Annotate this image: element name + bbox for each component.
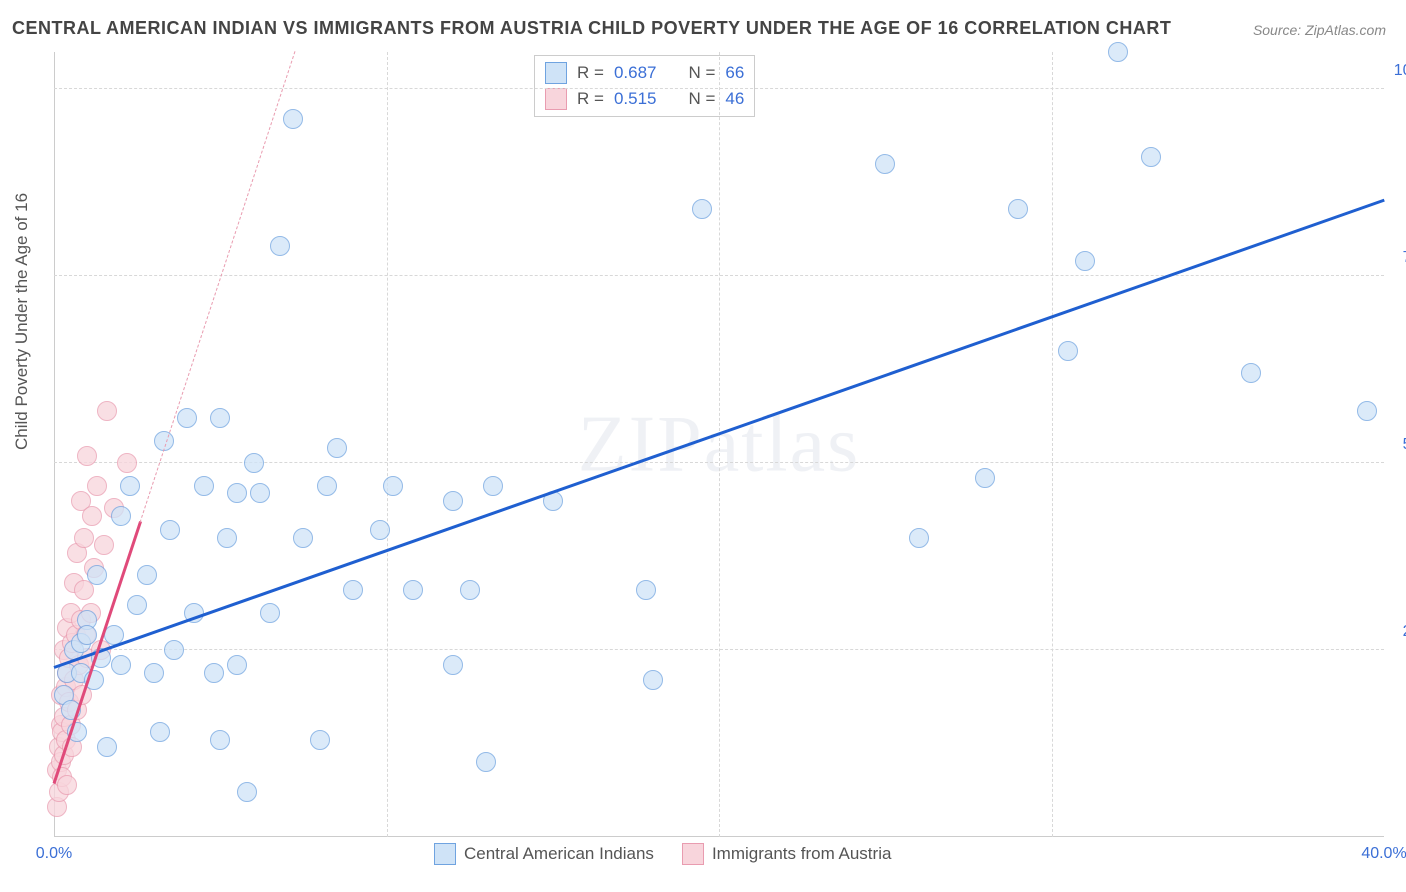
data-point <box>460 580 480 600</box>
data-point <box>343 580 363 600</box>
data-point <box>137 565 157 585</box>
x-tick-label: 40.0% <box>1361 845 1406 863</box>
data-point <box>483 476 503 496</box>
legend-swatch <box>682 843 704 865</box>
y-tick-label: 75.0% <box>1388 249 1406 267</box>
data-point <box>77 625 97 645</box>
trend-line <box>140 51 296 522</box>
legend-swatch <box>545 88 567 110</box>
data-point <box>150 722 170 742</box>
gridline-vertical <box>719 52 720 837</box>
data-point <box>1008 199 1028 219</box>
scatter-plot: ZIPatlas R =0.687N =66R =0.515N =46 Cent… <box>54 52 1384 837</box>
data-point <box>82 506 102 526</box>
legend-item: Central American Indians <box>434 843 654 865</box>
data-point <box>443 655 463 675</box>
data-point <box>293 528 313 548</box>
correlation-legend: R = 0.687 N = 66 R = 0.515 N = 46 <box>534 55 755 117</box>
y-tick-label: 50.0% <box>1388 436 1406 454</box>
legend-swatch <box>434 843 456 865</box>
data-point <box>383 476 403 496</box>
data-point <box>909 528 929 548</box>
data-point <box>111 506 131 526</box>
data-point <box>260 603 280 623</box>
data-point <box>127 595 147 615</box>
data-point <box>87 476 107 496</box>
n-label: N = <box>688 89 715 109</box>
y-tick-label: 25.0% <box>1388 623 1406 641</box>
data-point <box>210 408 230 428</box>
data-point <box>270 236 290 256</box>
y-axis-label: Child Poverty Under the Age of 16 <box>12 193 32 450</box>
data-point <box>370 520 390 540</box>
data-point <box>120 476 140 496</box>
data-point <box>94 535 114 555</box>
legend-row: R = 0.515 N = 46 <box>545 86 744 112</box>
data-point <box>1357 401 1377 421</box>
data-point <box>144 663 164 683</box>
data-point <box>1108 42 1128 62</box>
data-point <box>1075 251 1095 271</box>
data-point <box>117 453 137 473</box>
data-point <box>177 408 197 428</box>
data-point <box>164 640 184 660</box>
data-point <box>57 775 77 795</box>
data-point <box>317 476 337 496</box>
x-tick-label: 0.0% <box>36 845 72 863</box>
gridline-vertical <box>1052 52 1053 837</box>
data-point <box>160 520 180 540</box>
series-legend: Central American Indians Immigrants from … <box>434 843 891 865</box>
data-point <box>244 453 264 473</box>
data-point <box>1058 341 1078 361</box>
data-point <box>227 655 247 675</box>
data-point <box>643 670 663 690</box>
data-point <box>217 528 237 548</box>
data-point <box>636 580 656 600</box>
data-point <box>237 782 257 802</box>
n-label: N = <box>688 63 715 83</box>
r-value: 0.687 <box>614 63 657 83</box>
r-value: 0.515 <box>614 89 657 109</box>
n-value: 66 <box>725 63 744 83</box>
data-point <box>310 730 330 750</box>
data-point <box>403 580 423 600</box>
data-point <box>1141 147 1161 167</box>
data-point <box>250 483 270 503</box>
data-point <box>97 737 117 757</box>
data-point <box>111 655 131 675</box>
data-point <box>692 199 712 219</box>
data-point <box>194 476 214 496</box>
data-point <box>77 446 97 466</box>
data-point <box>204 663 224 683</box>
chart-title: CENTRAL AMERICAN INDIAN VS IMMIGRANTS FR… <box>12 18 1171 39</box>
data-point <box>1241 363 1261 383</box>
data-point <box>87 565 107 585</box>
data-point <box>327 438 347 458</box>
data-point <box>74 528 94 548</box>
data-point <box>97 401 117 421</box>
data-point <box>283 109 303 129</box>
data-point <box>227 483 247 503</box>
legend-swatch <box>545 62 567 84</box>
legend-label: Central American Indians <box>464 844 654 864</box>
data-point <box>443 491 463 511</box>
legend-label: Immigrants from Austria <box>712 844 892 864</box>
legend-item: Immigrants from Austria <box>682 843 892 865</box>
gridline-vertical <box>387 52 388 837</box>
data-point <box>875 154 895 174</box>
r-label: R = <box>577 89 604 109</box>
data-point <box>476 752 496 772</box>
n-value: 46 <box>725 89 744 109</box>
data-point <box>210 730 230 750</box>
source-attribution: Source: ZipAtlas.com <box>1253 22 1386 38</box>
y-tick-label: 100.0% <box>1388 62 1406 80</box>
r-label: R = <box>577 63 604 83</box>
legend-row: R = 0.687 N = 66 <box>545 60 744 86</box>
data-point <box>975 468 995 488</box>
